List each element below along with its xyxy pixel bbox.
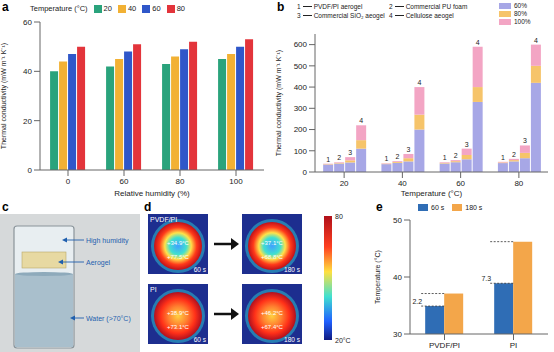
html-text:PVDF/PI aerogel: PVDF/PI aerogel (313, 3, 363, 10)
svg-text:1: 1 (501, 154, 505, 161)
html-text:60 s: 60 s (431, 204, 445, 211)
svg-text:Thermal conductivity (mW m⁻¹ K: Thermal conductivity (mW m⁻¹ K⁻¹) (0, 43, 8, 149)
svg-text:80: 80 (514, 179, 523, 188)
html-text:c: c (2, 200, 9, 214)
svg-text:60: 60 (23, 18, 32, 27)
svg-text:50: 50 (393, 216, 402, 225)
svg-text:1: 1 (384, 155, 388, 162)
svg-text:180 s: 180 s (284, 266, 301, 273)
svg-text:2: 2 (395, 153, 399, 160)
svg-text:3: 3 (465, 141, 469, 148)
html-text:Cellulose aeogel: Cellulose aeogel (405, 12, 454, 19)
svg-text:PI: PI (510, 341, 518, 350)
svg-text:+37.1°C: +37.1°C (261, 240, 284, 246)
svg-text:4: 4 (476, 39, 480, 46)
svg-text:300: 300 (294, 104, 308, 113)
svg-text:60: 60 (456, 179, 465, 188)
svg-text:400: 400 (294, 83, 308, 92)
html-text:180 s: 180 s (465, 204, 483, 211)
svg-text:40: 40 (393, 273, 402, 282)
svg-text:3: 3 (406, 146, 410, 153)
svg-text:0: 0 (28, 166, 33, 175)
svg-text:+77.5°C: +77.5°C (167, 254, 190, 260)
svg-text:+34.9°C: +34.9°C (167, 240, 190, 246)
html-text:100%: 100% (514, 18, 531, 25)
svg-text:Thermal conductivity (mW m⁻¹ K: Thermal conductivity (mW m⁻¹ K⁻¹) (275, 50, 283, 156)
html-text:d: d (144, 200, 152, 214)
html-text:Commercial SiO₂ aeogel: Commercial SiO₂ aeogel (313, 12, 385, 19)
html-text:e: e (376, 200, 383, 214)
svg-text:Aerogel: Aerogel (86, 259, 111, 267)
svg-text:+46.2°C: +46.2°C (261, 310, 284, 316)
svg-text:40: 40 (398, 179, 407, 188)
svg-text:40: 40 (23, 67, 32, 76)
svg-text:4: 4 (417, 79, 421, 86)
svg-text:Temperature (°C): Temperature (°C) (374, 250, 382, 304)
svg-text:2: 2 (512, 151, 516, 158)
html-text:a: a (2, 0, 9, 14)
svg-text:PI: PI (150, 286, 157, 293)
html-text:60: 60 (152, 4, 161, 13)
svg-text:+38.9°C: +38.9°C (167, 310, 190, 316)
html-text:80: 80 (176, 4, 185, 13)
svg-text:4: 4 (534, 37, 538, 44)
svg-text:+68.8°C: +68.8°C (261, 254, 284, 260)
svg-text:+73.1°C: +73.1°C (167, 324, 190, 330)
svg-text:4: 4 (359, 117, 363, 124)
html-text:80%: 80% (514, 10, 527, 17)
svg-text:Temperature (°C): Temperature (°C) (401, 189, 463, 198)
svg-text:1: 1 (326, 156, 330, 163)
svg-text:3: 3 (523, 137, 527, 144)
svg-text:1: 1 (443, 154, 447, 161)
html-text:Temperature (°C): Temperature (°C) (30, 4, 88, 13)
html-text:4: 4 (389, 12, 393, 19)
svg-text:2: 2 (337, 154, 341, 161)
svg-text:20: 20 (340, 179, 349, 188)
html-text:60%: 60% (514, 2, 527, 9)
html-text:Commercial PU foam: Commercial PU foam (405, 3, 468, 10)
svg-text:100: 100 (229, 177, 243, 186)
html-text:2: 2 (389, 3, 393, 10)
svg-text:2: 2 (454, 152, 458, 159)
svg-text:100: 100 (294, 147, 308, 156)
svg-text:60: 60 (120, 177, 129, 186)
svg-text:80: 80 (335, 213, 343, 220)
svg-text:60 s: 60 s (194, 266, 207, 273)
svg-text:3: 3 (348, 149, 352, 156)
svg-text:20: 20 (23, 117, 32, 126)
svg-text:500: 500 (294, 62, 308, 71)
svg-text:High humidity: High humidity (86, 237, 129, 245)
svg-text:600: 600 (294, 40, 308, 49)
svg-text:7.3: 7.3 (481, 275, 491, 282)
svg-text:PVDF/PI: PVDF/PI (150, 216, 177, 223)
svg-text:Water (>70°C): Water (>70°C) (86, 315, 131, 323)
html-text:b: b (277, 0, 285, 14)
svg-text:20°C: 20°C (335, 337, 351, 344)
html-text:1: 1 (297, 3, 301, 10)
svg-text:80: 80 (176, 177, 185, 186)
svg-text:200: 200 (294, 125, 308, 134)
svg-text:180 s: 180 s (284, 336, 301, 343)
html-text:20: 20 (103, 4, 112, 13)
svg-text:2.2: 2.2 (412, 298, 422, 305)
svg-text:0: 0 (303, 168, 308, 177)
svg-text:60 s: 60 s (194, 336, 207, 343)
html-text:3: 3 (297, 12, 301, 19)
svg-text:+67.4°C: +67.4°C (261, 324, 284, 330)
svg-text:Relative humidity (%): Relative humidity (%) (114, 189, 190, 198)
svg-text:30: 30 (393, 330, 402, 339)
svg-text:0: 0 (66, 177, 71, 186)
svg-text:PVDF/PI: PVDF/PI (429, 341, 460, 350)
html-text:40: 40 (128, 4, 137, 13)
